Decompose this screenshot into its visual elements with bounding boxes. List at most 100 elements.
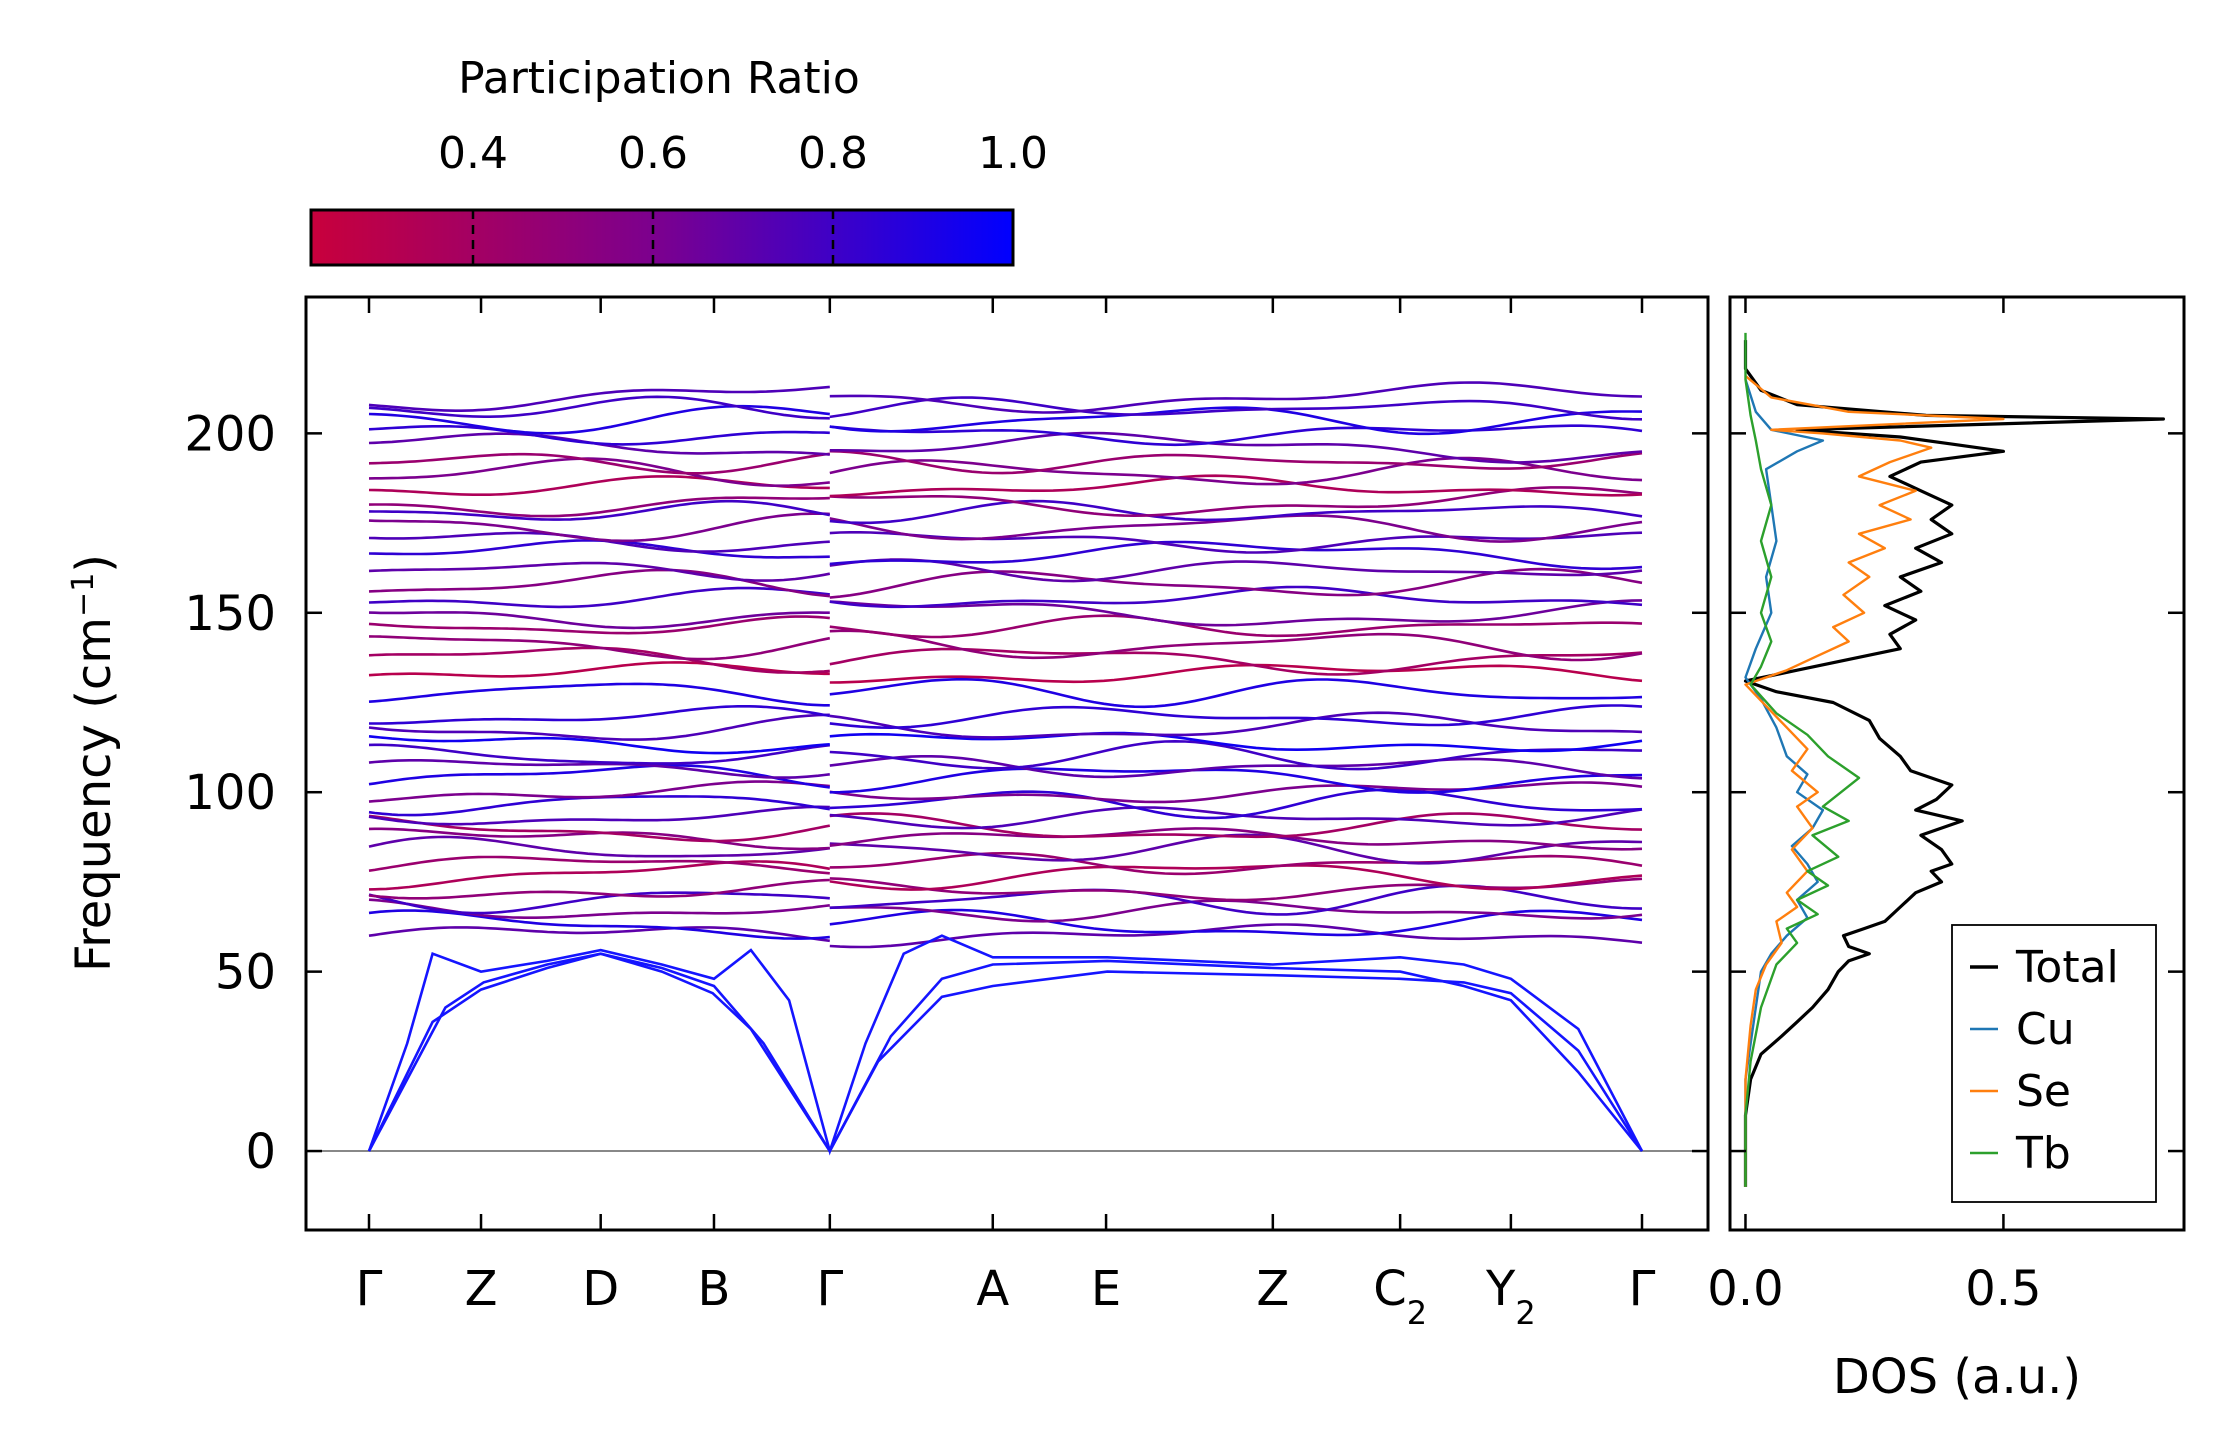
y-tick-label: 150 bbox=[184, 586, 276, 642]
optical-band bbox=[829, 781, 1643, 804]
high-symmetry-label: Γ bbox=[816, 1261, 843, 1317]
high-symmetry-label: D bbox=[582, 1261, 619, 1317]
optical-band bbox=[368, 395, 830, 420]
high-symmetry-label: Y2 bbox=[1485, 1261, 1536, 1332]
optical-band bbox=[368, 743, 830, 765]
optical-band bbox=[368, 759, 830, 779]
colorbar-tick-label: 0.8 bbox=[798, 128, 868, 179]
optical-band bbox=[829, 677, 1643, 709]
optical-band bbox=[829, 396, 1643, 421]
y-axis-label: Frequency (cm−1) bbox=[66, 554, 123, 972]
y-tick-label: 50 bbox=[215, 945, 276, 1001]
dos-legend: Total Cu Se Tb bbox=[1951, 924, 2157, 1203]
optical-band bbox=[368, 452, 830, 475]
optical-band bbox=[368, 385, 830, 412]
optical-band bbox=[829, 540, 1643, 571]
optical-band bbox=[368, 835, 830, 858]
optical-band bbox=[368, 860, 831, 891]
high-symmetry-label: B bbox=[698, 1261, 731, 1317]
optical-band bbox=[368, 404, 830, 435]
legend-label: Se bbox=[2016, 1066, 2071, 1117]
dos-plot-frame bbox=[1728, 295, 2186, 1232]
colorbar: Participation Ratio 0.4 0.6 0.8 1.0 bbox=[309, 53, 1048, 267]
optical-band bbox=[368, 457, 830, 487]
optical-band bbox=[829, 851, 1643, 876]
phonon-bands bbox=[367, 381, 1644, 1156]
high-symmetry-label: Γ bbox=[1629, 1261, 1656, 1317]
optical-band bbox=[368, 855, 830, 875]
optical-band bbox=[368, 611, 830, 630]
dos-x-tick-label: 0.5 bbox=[1965, 1261, 2041, 1317]
dos-x-axis-label: DOS (a.u.) bbox=[1833, 1349, 2081, 1405]
band-structure-panel: Frequency (cm−1) 0 50 100 150 200 Γ Z D B Γ A E Z C2 Y… bbox=[66, 295, 1710, 1332]
dos-axis-ticks: 0.0 0.5 bbox=[1707, 297, 2184, 1317]
optical-band bbox=[829, 449, 1643, 475]
optical-band bbox=[829, 585, 1643, 609]
optical-band bbox=[368, 496, 830, 518]
legend-label: Total bbox=[2015, 942, 2119, 993]
dos-panel: 0.0 0.5 DOS (a.u.) Total Cu Se Tb bbox=[1707, 295, 2186, 1405]
high-symmetry-label: Z bbox=[465, 1261, 498, 1317]
acoustic-3 bbox=[367, 934, 1644, 1156]
optical-band bbox=[829, 629, 1643, 662]
y-tick-label: 0 bbox=[245, 1124, 276, 1180]
dos-series-tb bbox=[1744, 332, 1861, 1187]
colorbar-tick-label: 0.4 bbox=[438, 128, 508, 179]
optical-band bbox=[368, 561, 831, 582]
optical-band bbox=[368, 425, 830, 446]
optical-band bbox=[829, 406, 1643, 436]
optical-band bbox=[829, 739, 1643, 771]
dos-x-tick-label: 0.0 bbox=[1707, 1261, 1783, 1317]
optical-band bbox=[368, 926, 830, 943]
colorbar-tick-label: 0.6 bbox=[618, 128, 688, 179]
optical-band bbox=[829, 755, 1643, 780]
optical-band bbox=[368, 780, 830, 803]
y-tick-label: 200 bbox=[184, 406, 276, 462]
optical-band bbox=[368, 805, 830, 826]
dos-curves bbox=[1743, 332, 2165, 1187]
optical-band bbox=[368, 764, 830, 789]
high-symmetry-label: Z bbox=[1256, 1261, 1289, 1317]
optical-band bbox=[829, 431, 1643, 464]
optical-band bbox=[829, 499, 1643, 525]
optical-band bbox=[829, 531, 1643, 554]
optical-band bbox=[829, 731, 1643, 753]
legend-label: Tb bbox=[2015, 1128, 2071, 1179]
optical-band bbox=[368, 713, 830, 741]
colorbar-tick-label: 1.0 bbox=[978, 128, 1048, 179]
optical-band bbox=[829, 833, 1643, 865]
optical-band bbox=[829, 923, 1643, 949]
optical-band bbox=[369, 705, 831, 725]
optical-band bbox=[829, 381, 1643, 414]
optical-band bbox=[368, 499, 831, 521]
optical-band bbox=[829, 614, 1643, 639]
optical-band bbox=[829, 558, 1643, 583]
optical-band bbox=[829, 663, 1643, 684]
optical-band bbox=[368, 878, 830, 900]
high-symmetry-label: Γ bbox=[356, 1261, 383, 1317]
optical-band bbox=[829, 474, 1643, 498]
dos-series-total bbox=[1743, 340, 2165, 1187]
optical-band bbox=[368, 661, 830, 678]
optical-band bbox=[829, 806, 1643, 830]
optical-band bbox=[368, 586, 830, 609]
optical-band bbox=[829, 567, 1643, 599]
acoustic-2 bbox=[367, 952, 1644, 1154]
legend-box bbox=[1951, 924, 2157, 1203]
colorbar-ticks: 0.4 0.6 0.8 1.0 bbox=[438, 128, 1048, 265]
optical-band bbox=[829, 827, 1643, 851]
high-symmetry-label: E bbox=[1091, 1261, 1121, 1317]
high-symmetry-label: C2 bbox=[1373, 1261, 1427, 1332]
colorbar-title: Participation Ratio bbox=[458, 53, 860, 104]
optical-band bbox=[368, 615, 830, 635]
optical-band bbox=[368, 531, 830, 553]
optical-band bbox=[368, 909, 830, 940]
optical-band bbox=[829, 864, 1643, 891]
optical-band bbox=[829, 767, 1643, 794]
high-symmetry-label: A bbox=[976, 1261, 1009, 1317]
colorbar-gradient bbox=[309, 208, 1015, 267]
optical-band bbox=[829, 424, 1643, 447]
legend-label: Cu bbox=[2016, 1004, 2075, 1055]
optical-band bbox=[368, 568, 830, 598]
